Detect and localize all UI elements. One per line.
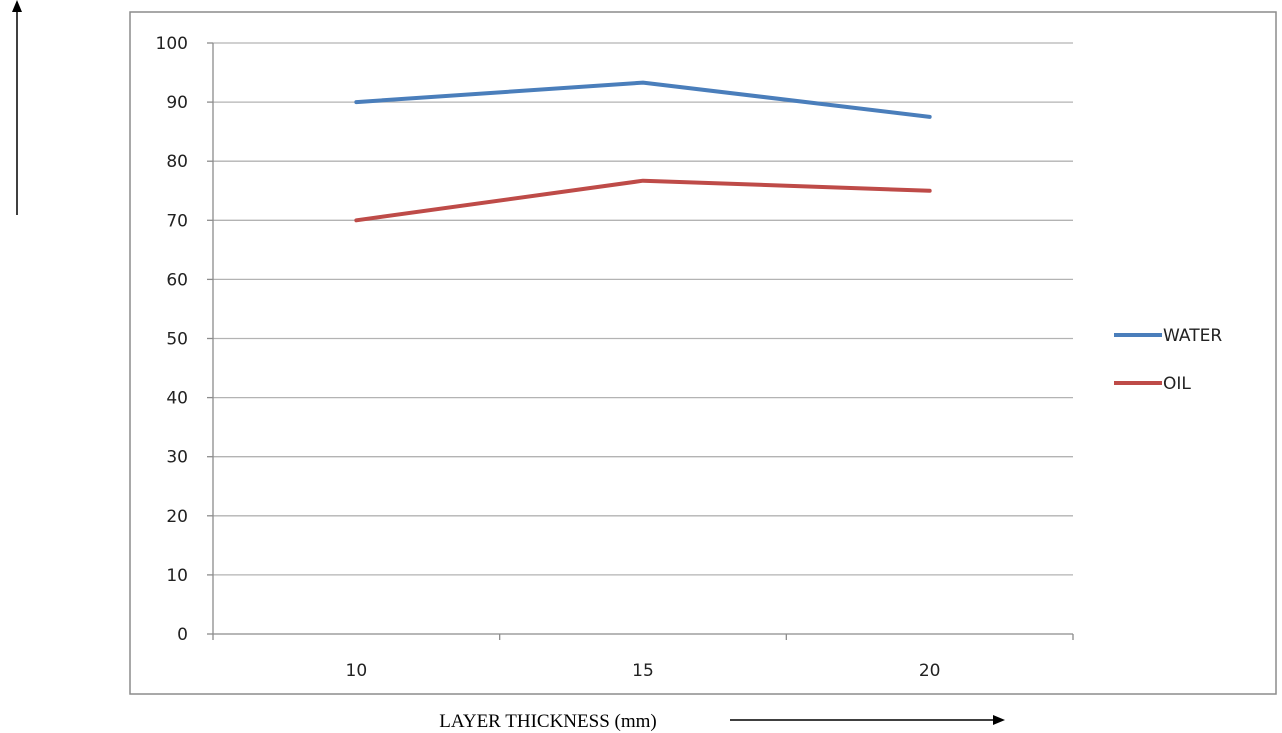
y-tick-label: 90 [166, 93, 188, 113]
legend: WATER OIL [1114, 326, 1222, 394]
legend-label-oil: OIL [1163, 374, 1191, 394]
y-tick-label: 100 [156, 34, 188, 54]
x-direction-arrow [730, 715, 1005, 725]
y-direction-arrow [12, 0, 22, 215]
x-tick-labels: 10 15 20 [346, 661, 941, 681]
x-tick-label: 15 [632, 661, 654, 681]
y-tick-label: 30 [166, 448, 188, 468]
y-tick-label: 20 [166, 507, 188, 527]
x-axis-label: LAYER THICKNESS (mm) [439, 711, 656, 732]
axes [207, 42, 1074, 640]
chart-frame [129, 11, 1277, 695]
y-tick-labels: 0 10 20 30 40 50 60 70 80 90 100 [156, 34, 188, 645]
y-tick-label: 0 [177, 625, 188, 645]
y-tick-label: 60 [166, 270, 188, 290]
y-tick-label: 40 [166, 389, 188, 409]
series-line-oil [354, 178, 932, 223]
y-tick-label: 50 [166, 330, 188, 350]
y-tick-label: 80 [166, 152, 188, 172]
x-tick-label: 20 [919, 661, 941, 681]
series-lines [354, 80, 932, 223]
y-tick-label: 70 [166, 211, 188, 231]
series-line-water [354, 80, 932, 119]
x-tick-label: 10 [346, 661, 368, 681]
gridlines [213, 42, 1073, 576]
y-tick-label: 10 [166, 566, 188, 586]
legend-label-water: WATER [1163, 326, 1222, 346]
